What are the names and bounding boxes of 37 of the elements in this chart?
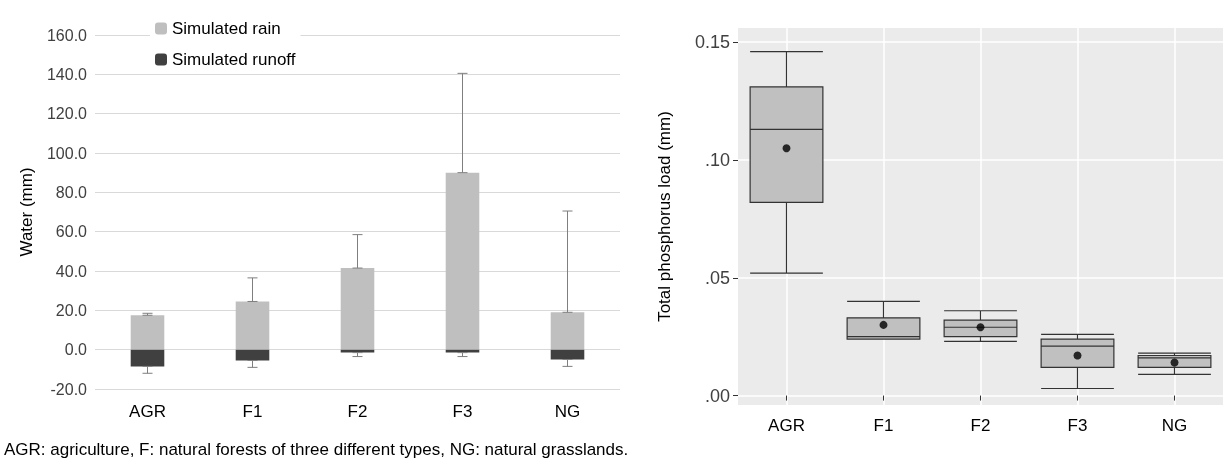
bar	[445, 172, 480, 350]
x-tick-label: F1	[873, 416, 894, 435]
y-tick-label: 80.0	[55, 183, 88, 201]
bar	[550, 349, 585, 360]
bar	[340, 268, 375, 350]
x-tick-label: AGR	[768, 416, 805, 435]
y-tick-label: 0.15	[694, 32, 730, 53]
legend-label: Simulated rain	[172, 19, 281, 38]
bar	[550, 312, 585, 350]
y-tick-label: .00	[704, 385, 730, 406]
x-tick-label: F2	[970, 416, 991, 435]
y-tick-label: 100.0	[46, 144, 88, 162]
y-tick-label: .10	[704, 149, 730, 170]
x-tick-label: NG	[554, 402, 581, 421]
bar	[130, 315, 165, 350]
y-tick-label: 140.0	[46, 65, 88, 83]
y-tick-label: -20.0	[50, 380, 88, 398]
y-tick-label: .05	[704, 267, 730, 288]
y-tick-label: 20.0	[55, 301, 88, 319]
y-tick-label: 40.0	[55, 262, 88, 280]
x-tick-label: F3	[452, 402, 473, 421]
y-axis-title: Total phosphorus load (mm)	[655, 111, 674, 322]
bar	[235, 349, 270, 361]
x-tick-label: F2	[347, 402, 368, 421]
bar	[130, 349, 165, 367]
x-tick-label: AGR	[129, 402, 166, 421]
bar	[235, 301, 270, 350]
y-tick-label: 120.0	[46, 105, 88, 123]
x-tick-label: NG	[1161, 416, 1188, 435]
y-tick-label: 0.0	[64, 341, 88, 359]
x-tick-label: F3	[1067, 416, 1088, 435]
y-tick-label: 60.0	[55, 223, 88, 241]
legend-label: Simulated runoff	[172, 50, 296, 69]
x-tick-label: F1	[242, 402, 263, 421]
y-axis-title: Water (mm)	[17, 167, 36, 257]
y-tick-label: 160.0	[46, 26, 88, 44]
text: AGR: agriculture, F: natural forests of three different types, NG: natural grasslands.	[4, 440, 629, 460]
